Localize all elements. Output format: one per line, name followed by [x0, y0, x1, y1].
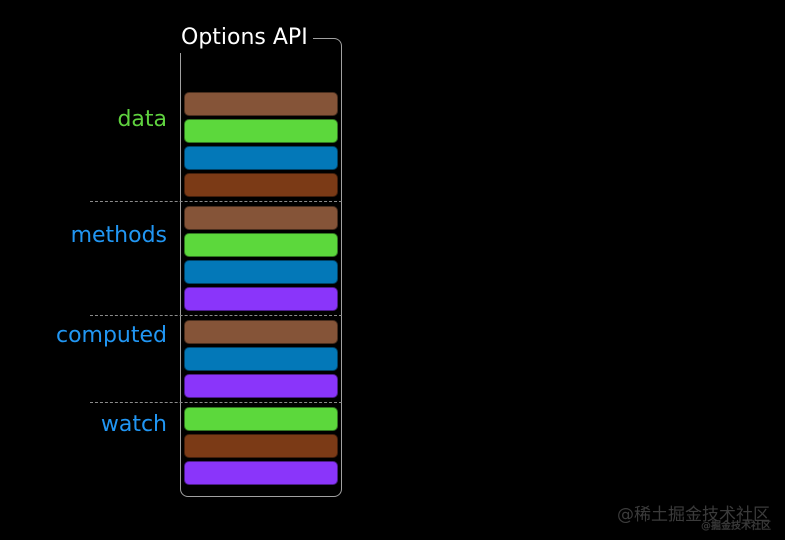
divider-dashed-line	[90, 315, 342, 316]
divider-dashed-line	[90, 402, 342, 403]
option-bar	[184, 347, 338, 371]
option-bar	[184, 233, 338, 257]
section-label-data: data	[117, 107, 167, 132]
option-bar	[184, 434, 338, 458]
section-divider	[90, 398, 342, 407]
section-watch	[184, 407, 338, 485]
section-methods	[184, 206, 338, 311]
section-label-methods: methods	[70, 223, 167, 248]
section-divider	[90, 197, 342, 206]
option-bar	[184, 92, 338, 116]
option-bar	[184, 320, 338, 344]
option-bar	[184, 407, 338, 431]
option-bar	[184, 260, 338, 284]
option-bar	[184, 461, 338, 485]
option-bar	[184, 206, 338, 230]
option-bar	[184, 374, 338, 398]
option-bar	[184, 173, 338, 197]
bar-stack	[90, 39, 342, 485]
section-label-computed: computed	[55, 323, 167, 348]
section-label-watch: watch	[100, 412, 167, 437]
watermark-secondary: @掘金技术社区	[701, 521, 771, 532]
divider-dashed-line	[90, 201, 342, 202]
option-bar	[184, 146, 338, 170]
section-divider	[90, 311, 342, 320]
section-computed	[184, 320, 338, 398]
section-data	[184, 92, 338, 197]
option-bar	[184, 287, 338, 311]
watermark-primary: @稀土掘金技术社区	[617, 505, 770, 525]
option-bar	[184, 119, 338, 143]
diagram-title: Options API	[178, 23, 313, 53]
options-api-box	[90, 38, 342, 497]
